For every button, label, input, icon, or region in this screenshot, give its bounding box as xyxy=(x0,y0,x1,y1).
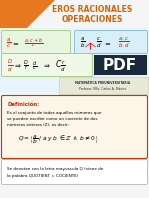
Text: números enteros (Z), es decir:: números enteros (Z), es decir: xyxy=(7,123,69,127)
Text: la palabra QUOTIENT = COCIENTE): la palabra QUOTIENT = COCIENTE) xyxy=(7,174,79,178)
Text: $Q = \left\{\dfrac{a}{b}\;/\;a\;y\;b\;\in\mathbb{Z}\;\wedge\;b\neq 0\right\}$: $Q = \left\{\dfrac{a}{b}\;/\;a\;y\;b\;\i… xyxy=(18,133,98,147)
Text: $\frac{D}{r}$: $\frac{D}{r}$ xyxy=(23,59,29,73)
FancyBboxPatch shape xyxy=(59,77,148,94)
Text: $\Rightarrow$: $\Rightarrow$ xyxy=(42,63,51,69)
Text: Es el conjunto de todos aquéllos números que: Es el conjunto de todos aquéllos números… xyxy=(7,111,101,115)
Text: $\frac{D}{d}$: $\frac{D}{d}$ xyxy=(7,58,13,74)
Text: MATEMÁTICA PREUNIVERSITARIA: MATEMÁTICA PREUNIVERSITARIA xyxy=(75,82,131,86)
FancyBboxPatch shape xyxy=(1,95,148,159)
FancyBboxPatch shape xyxy=(0,28,149,93)
FancyBboxPatch shape xyxy=(1,30,70,53)
FancyBboxPatch shape xyxy=(1,160,148,185)
Text: $=$: $=$ xyxy=(103,40,111,46)
FancyBboxPatch shape xyxy=(94,55,147,75)
Text: $\frac{a}{b}$: $\frac{a}{b}$ xyxy=(80,36,86,50)
Text: Se denotan con la letra mayúscula Q (viene de: Se denotan con la letra mayúscula Q (vie… xyxy=(7,167,103,171)
Text: EROS RACIONALES: EROS RACIONALES xyxy=(52,5,132,13)
FancyBboxPatch shape xyxy=(1,53,93,76)
Text: $\frac{d}{c}$: $\frac{d}{c}$ xyxy=(32,59,38,73)
Text: $\frac{a.c + b}{c}$: $\frac{a.c + b}{c}$ xyxy=(24,36,44,50)
Polygon shape xyxy=(0,0,55,55)
Text: $C\frac{r}{d}$: $C\frac{r}{d}$ xyxy=(55,58,65,74)
FancyBboxPatch shape xyxy=(74,30,148,53)
Text: $=$: $=$ xyxy=(11,40,19,46)
Text: se pueden escribir como un cociente de dos: se pueden escribir como un cociente de d… xyxy=(7,117,97,121)
Text: $\frac{a}{c}$: $\frac{a}{c}$ xyxy=(6,36,12,50)
Text: Profesor: MSc. Carlos A. Ribeiro: Profesor: MSc. Carlos A. Ribeiro xyxy=(79,87,127,91)
Text: $\frac{a.c}{b.d}$: $\frac{a.c}{b.d}$ xyxy=(118,36,130,50)
Text: OPERACIONES: OPERACIONES xyxy=(61,15,123,25)
Text: Definición:: Definición: xyxy=(7,103,39,108)
Text: $\frac{c}{d}$: $\frac{c}{d}$ xyxy=(96,36,102,50)
Text: $\Rightarrow$: $\Rightarrow$ xyxy=(13,63,21,69)
Text: PDF: PDF xyxy=(103,58,137,73)
